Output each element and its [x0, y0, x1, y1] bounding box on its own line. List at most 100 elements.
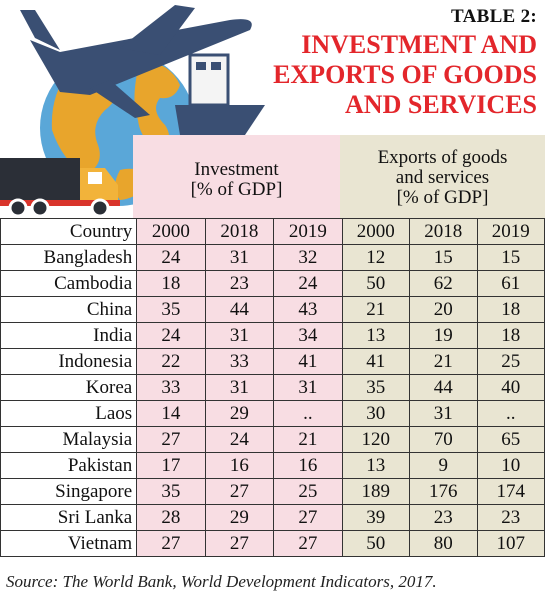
table-row: Singapore 35 27 25 189 176 174 — [0, 478, 545, 505]
country-cell: India — [0, 322, 138, 349]
country-cell: China — [0, 296, 138, 323]
exports-cell: 19 — [409, 322, 478, 349]
country-cell: Sri Lanka — [0, 504, 138, 531]
exports-cell: 120 — [341, 426, 411, 453]
investment-cell: 33 — [136, 374, 206, 401]
table-row: Bangladesh 24 31 32 12 15 15 — [0, 244, 545, 271]
airplane-icon — [20, 5, 252, 118]
investment-cell: 24 — [204, 426, 275, 453]
investment-cell: 16 — [273, 452, 343, 479]
column-header-investment-2019: 2019 — [273, 218, 343, 245]
investment-cell: 29 — [204, 504, 275, 531]
investment-cell: 34 — [273, 322, 343, 349]
investment-cell: 35 — [136, 478, 206, 505]
investment-cell: 23 — [204, 270, 275, 297]
table-title: INVESTMENT AND EXPORTS OF GOODS AND SERV… — [237, 30, 537, 120]
country-cell: Bangladesh — [0, 244, 138, 271]
exports-cell: 10 — [476, 452, 545, 479]
exports-cell: 12 — [341, 244, 411, 271]
investment-cell: 27 — [204, 530, 275, 557]
exports-cell: .. — [476, 400, 545, 427]
investment-cell: 43 — [273, 296, 343, 323]
table-row: Malaysia 27 24 21 120 70 65 — [0, 426, 545, 453]
investment-cell: 27 — [273, 504, 343, 531]
column-header-investment-2000: 2000 — [136, 218, 206, 245]
exports-cell: 13 — [341, 322, 411, 349]
investment-cell: 28 — [136, 504, 206, 531]
exports-cell: 70 — [409, 426, 478, 453]
investment-cell: 31 — [204, 322, 275, 349]
investment-cell: 27 — [136, 530, 206, 557]
table-row: China 35 44 43 21 20 18 — [0, 296, 545, 323]
title-line: AND SERVICES — [345, 90, 537, 119]
table-row: Korea 33 31 31 35 44 40 — [0, 374, 545, 401]
exports-cell: 31 — [409, 400, 478, 427]
data-table: Country 2000 2018 2019 2000 2018 2019 Ba… — [0, 218, 545, 557]
investment-cell: 41 — [273, 348, 343, 375]
country-cell: Cambodia — [0, 270, 138, 297]
table-row: Vietnam 27 27 27 50 80 107 — [0, 530, 545, 557]
country-cell: Vietnam — [0, 530, 138, 557]
investment-cell: 31 — [273, 374, 343, 401]
exports-cell: 39 — [341, 504, 411, 531]
exports-cell: 23 — [476, 504, 545, 531]
table-row: India 24 31 34 13 19 18 — [0, 322, 545, 349]
investment-cell: 24 — [136, 322, 206, 349]
table-body: Bangladesh 24 31 32 12 15 15 Cambodia 18 23 24 50 62… — [0, 244, 545, 557]
exports-cell: 62 — [409, 270, 478, 297]
investment-cell: .. — [273, 400, 343, 427]
exports-cell: 13 — [341, 452, 411, 479]
title-line: EXPORTS OF GOODS — [273, 60, 537, 89]
exports-cell: 9 — [409, 452, 478, 479]
country-cell: Laos — [0, 400, 138, 427]
investment-cell: 27 — [273, 530, 343, 557]
exports-cell: 18 — [476, 322, 545, 349]
source-note: Source: The World Bank, World Developmen… — [6, 572, 437, 591]
group-header-line: and services — [395, 167, 490, 188]
table-number-label: TABLE 2: — [451, 6, 537, 27]
column-header-exports-2000: 2000 — [341, 218, 411, 245]
investment-cell: 21 — [273, 426, 343, 453]
investment-cell: 27 — [136, 426, 206, 453]
country-cell: Pakistan — [0, 452, 138, 479]
country-cell: Singapore — [0, 478, 138, 505]
country-cell: Malaysia — [0, 426, 138, 453]
exports-cell: 176 — [409, 478, 478, 505]
investment-cell: 25 — [273, 478, 343, 505]
investment-cell: 24 — [273, 270, 343, 297]
investment-cell: 24 — [136, 244, 206, 271]
exports-cell: 15 — [409, 244, 478, 271]
country-cell: Indonesia — [0, 348, 138, 375]
exports-cell: 25 — [476, 348, 545, 375]
exports-cell: 35 — [341, 374, 411, 401]
column-header-exports-2018: 2018 — [409, 218, 478, 245]
table-row: Sri Lanka 28 29 27 39 23 23 — [0, 504, 545, 531]
exports-cell: 20 — [409, 296, 478, 323]
table-row: Pakistan 17 16 16 13 9 10 — [0, 452, 545, 479]
investment-cell: 18 — [136, 270, 206, 297]
exports-cell: 21 — [409, 348, 478, 375]
group-header-line: Exports of goods — [377, 147, 508, 168]
investment-cell: 27 — [204, 478, 275, 505]
investment-cell: 22 — [136, 348, 206, 375]
exports-cell: 30 — [341, 400, 411, 427]
investment-cell: 14 — [136, 400, 206, 427]
exports-cell: 50 — [341, 530, 411, 557]
exports-cell: 23 — [409, 504, 478, 531]
table-row: Indonesia 22 33 41 41 21 25 — [0, 348, 545, 375]
exports-cell: 44 — [409, 374, 478, 401]
investment-cell: 31 — [204, 374, 275, 401]
exports-cell: 18 — [476, 296, 545, 323]
investment-cell: 44 — [204, 296, 275, 323]
investment-cell: 17 — [136, 452, 206, 479]
exports-cell: 50 — [341, 270, 411, 297]
investment-group-header: Investment [% of GDP] — [133, 135, 340, 218]
exports-cell: 65 — [476, 426, 545, 453]
group-header-line: [% of GDP] — [190, 179, 283, 200]
column-header-exports-2019: 2019 — [476, 218, 545, 245]
country-cell: Korea — [0, 374, 138, 401]
exports-cell: 15 — [476, 244, 545, 271]
exports-cell: 61 — [476, 270, 545, 297]
column-header-row: Country 2000 2018 2019 2000 2018 2019 — [0, 218, 545, 245]
table-row: Laos 14 29.. 30 31.. — [0, 400, 545, 427]
